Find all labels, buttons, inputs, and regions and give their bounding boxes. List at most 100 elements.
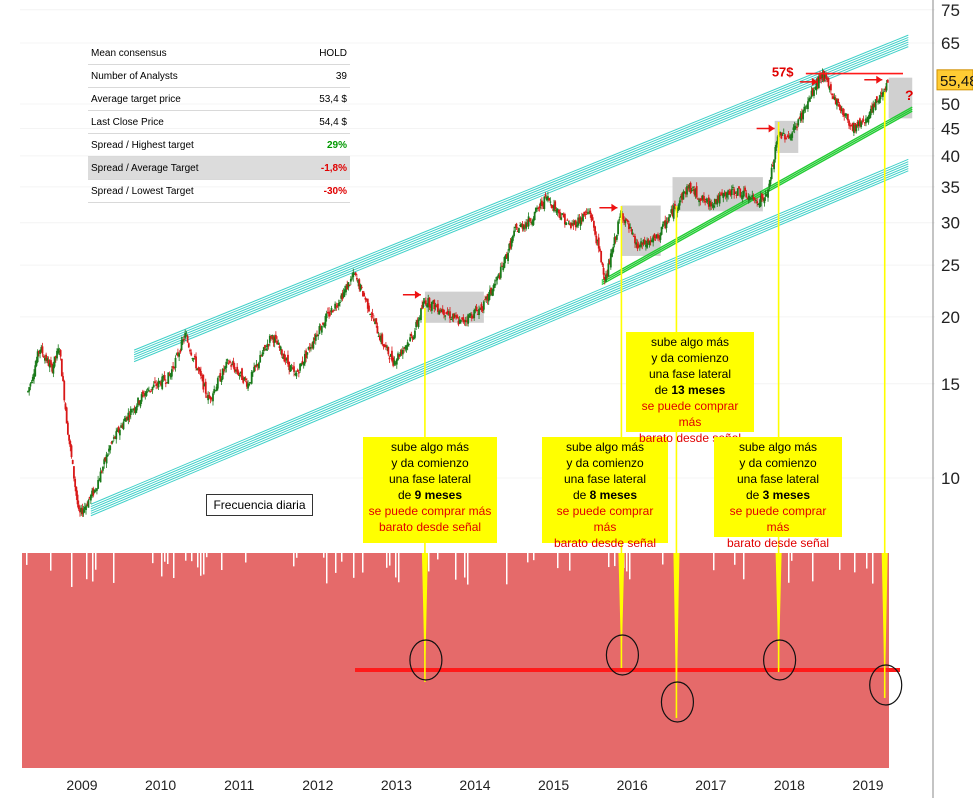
candle-body: [162, 375, 165, 379]
candle-body: [44, 357, 46, 361]
candle-body: [524, 224, 526, 228]
candle-body: [810, 90, 813, 98]
peak-label: 57$: [772, 65, 794, 80]
candle-body: [611, 249, 613, 257]
candle-body: [551, 206, 554, 209]
candle-body: [527, 216, 530, 227]
channel-upper-line: [133, 46, 909, 363]
candle-body: [451, 316, 454, 318]
candle-body: [872, 104, 875, 113]
candle-body: [533, 211, 536, 221]
candle-body: [794, 126, 797, 129]
candle-body: [346, 284, 349, 290]
candle-body: [169, 373, 172, 378]
candle-body: [474, 309, 477, 312]
indicator-spike: [455, 553, 457, 580]
candle-body: [584, 214, 587, 216]
candle-body: [625, 219, 628, 221]
indicator-spike: [323, 553, 325, 558]
candle-body: [201, 376, 204, 379]
indicator-spike: [713, 553, 715, 571]
candle-body: [771, 165, 774, 167]
y-tick-label: 25: [941, 256, 960, 275]
candle-body: [850, 125, 853, 127]
candle-body: [104, 457, 107, 461]
candle-body: [849, 125, 852, 127]
candle-body: [54, 355, 57, 359]
candle-body: [62, 376, 64, 381]
candle-body: [693, 188, 696, 195]
candle-body: [160, 382, 162, 386]
candle-body: [646, 240, 649, 248]
candle-body: [476, 313, 479, 315]
note-line: sube algo más: [650, 335, 730, 349]
candle-body: [294, 373, 297, 375]
candle-body: [873, 103, 876, 107]
indicator-spike: [296, 553, 298, 558]
candle-body: [763, 198, 766, 204]
candle-body: [219, 373, 222, 382]
candle-body: [330, 308, 333, 313]
candle-body: [82, 509, 85, 514]
candle-body: [381, 334, 384, 345]
candle-body: [821, 72, 824, 79]
candle-body: [126, 416, 129, 420]
candle-body: [229, 360, 231, 363]
candle-body: [848, 120, 850, 126]
candle-body: [179, 350, 182, 353]
candle-body: [97, 480, 100, 489]
candle-body: [173, 367, 176, 369]
candle-body: [314, 334, 317, 341]
signal-spike: [673, 553, 680, 718]
candle-body: [358, 279, 361, 290]
candle-body: [658, 236, 661, 238]
candle-body: [607, 263, 610, 277]
candle-body: [534, 207, 537, 212]
candle-body: [634, 236, 636, 244]
candle-body: [167, 372, 170, 384]
candle-body: [236, 366, 239, 373]
candle-body: [428, 297, 431, 308]
candle-body: [588, 211, 590, 213]
candle-body: [380, 335, 382, 343]
candle-body: [241, 368, 243, 380]
candle-body: [409, 337, 411, 342]
candle-body: [260, 355, 263, 357]
candle-body: [320, 325, 323, 333]
candle-body: [255, 364, 258, 366]
candle-body: [445, 312, 448, 315]
candle-body: [547, 196, 549, 201]
candle-body: [644, 244, 647, 247]
candle-body: [545, 197, 548, 200]
candle-body: [251, 371, 254, 373]
candle-body: [859, 118, 861, 127]
note-line: sube algo más: [738, 440, 818, 454]
candle-body: [85, 505, 87, 510]
candle-body: [447, 313, 450, 315]
candle-body: [491, 289, 494, 296]
candle-body: [412, 336, 415, 339]
candle-body: [820, 76, 823, 79]
indicator-spike: [167, 553, 169, 565]
candle-body: [89, 494, 92, 501]
candle-body: [432, 300, 434, 302]
candle-body: [81, 508, 84, 515]
candle-body: [499, 266, 502, 278]
signal-circle: [605, 634, 640, 676]
candle-body: [272, 336, 275, 343]
candle-body: [288, 361, 291, 371]
indicator-spike: [86, 553, 88, 580]
candle-body: [624, 219, 627, 224]
candle-body: [736, 188, 739, 196]
candle-body: [862, 119, 865, 121]
candle-body: [709, 201, 711, 207]
consensus-label: Last Close Price: [88, 110, 290, 134]
candle-body: [378, 335, 381, 340]
candle-body: [537, 207, 540, 209]
candle-body: [799, 113, 802, 121]
candle-body: [225, 361, 228, 368]
candle-body: [138, 400, 141, 404]
candle-body: [532, 218, 535, 225]
indicator-spike: [791, 553, 793, 561]
candle-body: [297, 372, 300, 374]
